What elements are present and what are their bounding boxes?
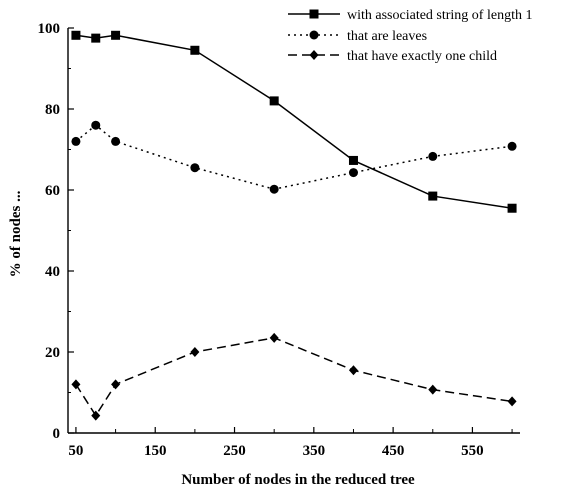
data-point (111, 30, 121, 40)
data-point (190, 347, 200, 357)
legend-label: that are leaves (347, 29, 427, 44)
data-point (269, 96, 279, 106)
x-tick-label: 250 (223, 443, 246, 459)
series-2 (71, 120, 517, 194)
legend-entry: with associated string of length 1 (288, 8, 532, 23)
data-point (91, 410, 101, 421)
series-3 (71, 332, 517, 421)
legend-swatch-marker (309, 30, 319, 40)
data-point (507, 141, 517, 151)
data-point (428, 151, 438, 161)
data-point (428, 191, 438, 201)
data-point (111, 136, 121, 146)
x-tick-label: 350 (303, 443, 326, 459)
legend-swatch-marker (309, 50, 319, 60)
legend-entry: that are leaves (288, 29, 427, 44)
data-point (190, 45, 200, 55)
data-point (71, 379, 81, 390)
y-tick-label: 60 (45, 183, 60, 199)
data-point (190, 163, 200, 173)
data-point (91, 33, 101, 43)
data-point (71, 136, 81, 146)
x-tick-label: 450 (382, 443, 405, 459)
data-point (507, 203, 517, 213)
data-point (71, 30, 81, 40)
data-point (348, 155, 358, 165)
legend-label: that have exactly one child (347, 49, 497, 64)
x-axis-title: Number of nodes in the reduced tree (181, 472, 415, 488)
legend-swatch-marker (309, 9, 319, 19)
y-tick-label: 40 (45, 264, 60, 280)
series-line (75, 337, 513, 417)
legend-entry: that have exactly one child (288, 49, 497, 64)
data-point (348, 365, 358, 376)
y-tick-label: 0 (53, 426, 61, 442)
data-point (111, 379, 121, 390)
data-point (348, 168, 358, 178)
data-point (269, 184, 279, 194)
y-tick-label: 100 (38, 21, 61, 37)
legend: with associated string of length 1 that a… (288, 8, 532, 64)
x-tick-label: 550 (461, 443, 484, 459)
x-tick-label: 50 (68, 443, 83, 459)
series-line (75, 124, 513, 190)
legend-label: with associated string of length 1 (347, 8, 532, 23)
y-tick-label: 20 (45, 345, 60, 361)
y-tick-label: 80 (45, 102, 60, 118)
data-point (507, 396, 517, 407)
series-1 (71, 30, 517, 213)
x-tick-label: 150 (144, 443, 167, 459)
y-axis-title: % of nodes ... (8, 190, 24, 277)
data-point (269, 332, 279, 343)
data-point (428, 384, 438, 395)
data-point (91, 120, 101, 130)
plot-axes: 0 20 40 60 80 100 50 150 250 350 450 550 (38, 21, 520, 459)
series-layer (71, 30, 517, 421)
